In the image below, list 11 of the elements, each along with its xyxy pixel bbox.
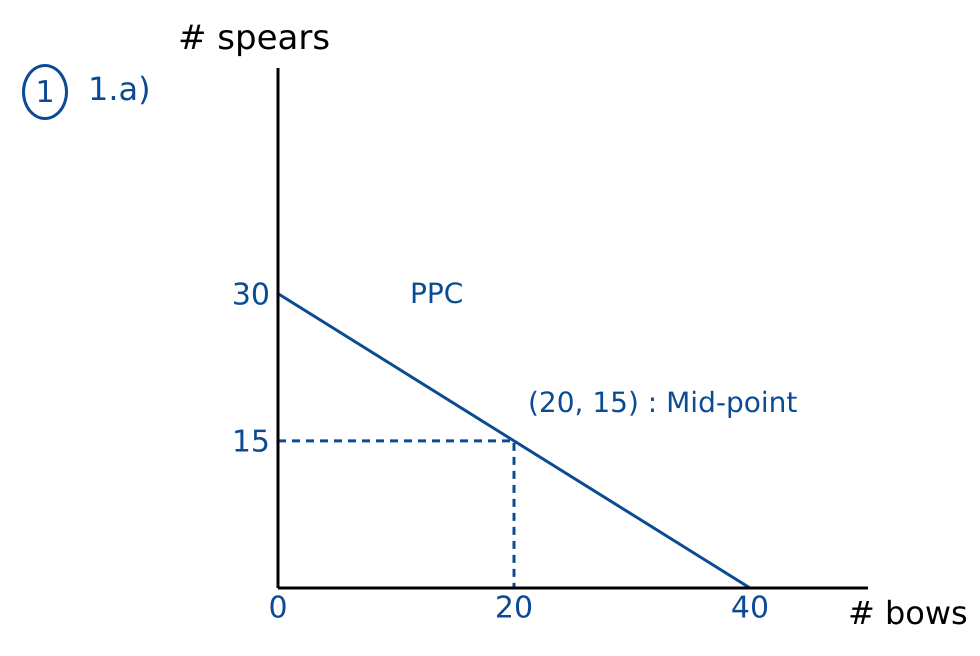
annotation: (20, 15) : Mid-point bbox=[528, 386, 798, 419]
x-tick-label: 0 bbox=[268, 590, 288, 626]
y-axis-title: # spears bbox=[178, 18, 330, 58]
annotation: PPC bbox=[410, 277, 464, 310]
y-tick-label: 30 bbox=[232, 277, 270, 312]
x-tick-label: 20 bbox=[494, 590, 534, 626]
y-tick-label: 15 bbox=[232, 424, 270, 460]
x-tick-label: 40 bbox=[730, 590, 770, 626]
circle-icon: 1 bbox=[22, 64, 68, 120]
x-axis-title: # bows bbox=[848, 594, 968, 632]
chart-title: 1.a) bbox=[88, 70, 151, 108]
